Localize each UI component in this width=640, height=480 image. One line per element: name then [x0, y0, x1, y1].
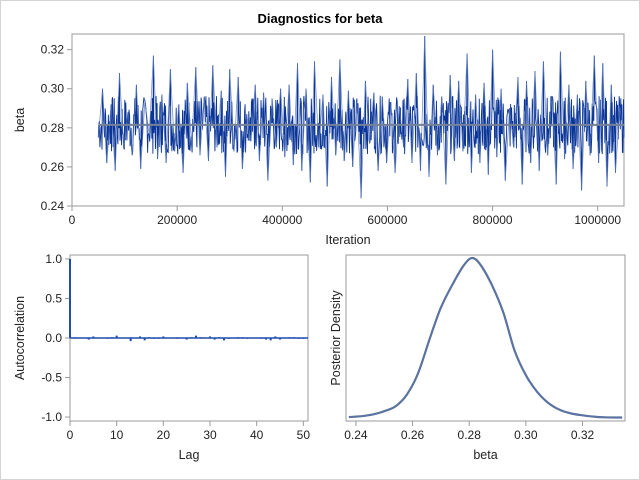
- acf-bar: [148, 337, 151, 338]
- acf-bar: [283, 338, 286, 339]
- x-tick-label: 0.24: [344, 428, 368, 442]
- acf-bar: [129, 338, 132, 342]
- x-tick-label: 0.32: [571, 428, 595, 442]
- acf-bar: [255, 338, 258, 339]
- density-curve: [348, 256, 623, 419]
- y-tick-label: 0.32: [41, 43, 65, 57]
- y-axis-label: Autocorrelation: [13, 296, 27, 380]
- acf-bar: [181, 337, 183, 339]
- acf-bar: [106, 338, 109, 339]
- autocorrelation-plot: 0 10 20 30 40 50 Lag -1.0 -0.5 0.0 0.5 1.0 Autocorre…: [13, 252, 310, 462]
- acf-bar: [237, 337, 239, 338]
- y-tick-label: 0.26: [41, 160, 65, 174]
- acf-bar: [204, 338, 207, 339]
- acf-bar: [125, 338, 127, 339]
- x-tick-label: 1000000: [574, 213, 621, 227]
- density-plot: 0.24 0.26 0.28 0.30 0.32 beta Posterior Densit…: [329, 254, 626, 462]
- acf-bar: [218, 337, 221, 338]
- acf-bar: [195, 335, 197, 338]
- x-tick-label: 30: [203, 428, 217, 442]
- y-tick-label: -0.5: [41, 371, 62, 385]
- figure-title: Diagnostics for beta: [258, 11, 384, 26]
- y-tick-label: 0.24: [41, 199, 65, 213]
- plot-frame: [345, 254, 626, 422]
- x-tick-label: 10: [110, 428, 124, 442]
- y-tick-label: 1.0: [45, 252, 62, 266]
- x-tick-label: 800000: [473, 213, 513, 227]
- x-tick-label: 50: [297, 428, 311, 442]
- x-axis-label: Iteration: [325, 233, 370, 247]
- trace-line: [97, 35, 625, 199]
- acf-bar: [265, 338, 267, 340]
- acf-bar: [288, 337, 291, 338]
- acf-bar: [92, 336, 95, 338]
- acf-bar: [97, 338, 99, 339]
- acf-bar: [73, 337, 76, 338]
- acf-bar: [279, 338, 281, 340]
- acf-bar: [297, 338, 300, 339]
- acf-bar: [241, 337, 244, 338]
- x-axis-label: beta: [473, 448, 497, 462]
- x-tick-label: 0: [67, 428, 74, 442]
- acf-bar: [101, 338, 104, 339]
- acf-bar: [209, 336, 211, 338]
- y-axis-label: beta: [13, 108, 27, 132]
- acf-bar: [223, 338, 225, 341]
- x-tick-label: 0: [69, 213, 76, 227]
- acf-bar: [153, 338, 155, 339]
- acf-bar: [162, 336, 165, 338]
- y-tick-label: -1.0: [41, 410, 62, 424]
- acf-bar: [167, 337, 169, 339]
- acf-bar: [302, 338, 305, 339]
- acf-bar: [213, 338, 216, 340]
- acf-bar: [227, 338, 230, 339]
- acf-bar: [251, 338, 253, 339]
- acf-bar: [185, 338, 188, 340]
- acf-bar: [139, 336, 141, 338]
- acf-bar: [293, 337, 295, 338]
- x-axis-label: Lag: [179, 448, 200, 462]
- acf-bar: [176, 338, 179, 339]
- x-tick-label: 600000: [367, 213, 407, 227]
- acf-bar: [274, 336, 277, 338]
- y-tick-label: 0.30: [41, 82, 65, 96]
- x-tick-label: 0.28: [458, 428, 482, 442]
- acf-bar: [190, 337, 193, 338]
- acf-bar: [260, 338, 263, 339]
- acf-bar: [87, 338, 90, 340]
- acf-bar: [134, 337, 137, 339]
- acf-bar: [269, 338, 272, 341]
- x-tick-label: 0.26: [401, 428, 425, 442]
- x-tick-label: 0.30: [514, 428, 538, 442]
- x-tick-label: 40: [250, 428, 264, 442]
- y-tick-label: 0.0: [45, 331, 62, 345]
- acf-bar: [232, 338, 235, 339]
- acf-bar: [120, 338, 123, 339]
- trace-line-samples: [97, 35, 625, 199]
- y-tick-label: 0.5: [45, 291, 62, 305]
- acf-bar: [111, 337, 113, 338]
- y-axis-label: Posterior Density: [329, 290, 343, 386]
- acf-bar: [143, 338, 146, 341]
- trace-plot: 0 200000 400000 600000 800000 1000000 Iteratio…: [13, 33, 625, 247]
- x-tick-label: 20: [157, 428, 171, 442]
- x-tick-label: 200000: [157, 213, 197, 227]
- x-tick-label: 400000: [262, 213, 302, 227]
- acf-bar: [199, 337, 202, 338]
- acf-bar: [83, 338, 85, 339]
- acf-bar: [69, 258, 71, 338]
- acf-bar: [78, 338, 81, 339]
- y-tick-label: 0.28: [41, 121, 65, 135]
- acf-bar: [246, 338, 249, 339]
- acf-bar: [115, 335, 118, 338]
- acf-bar: [157, 338, 160, 339]
- acf-bar: [171, 338, 174, 339]
